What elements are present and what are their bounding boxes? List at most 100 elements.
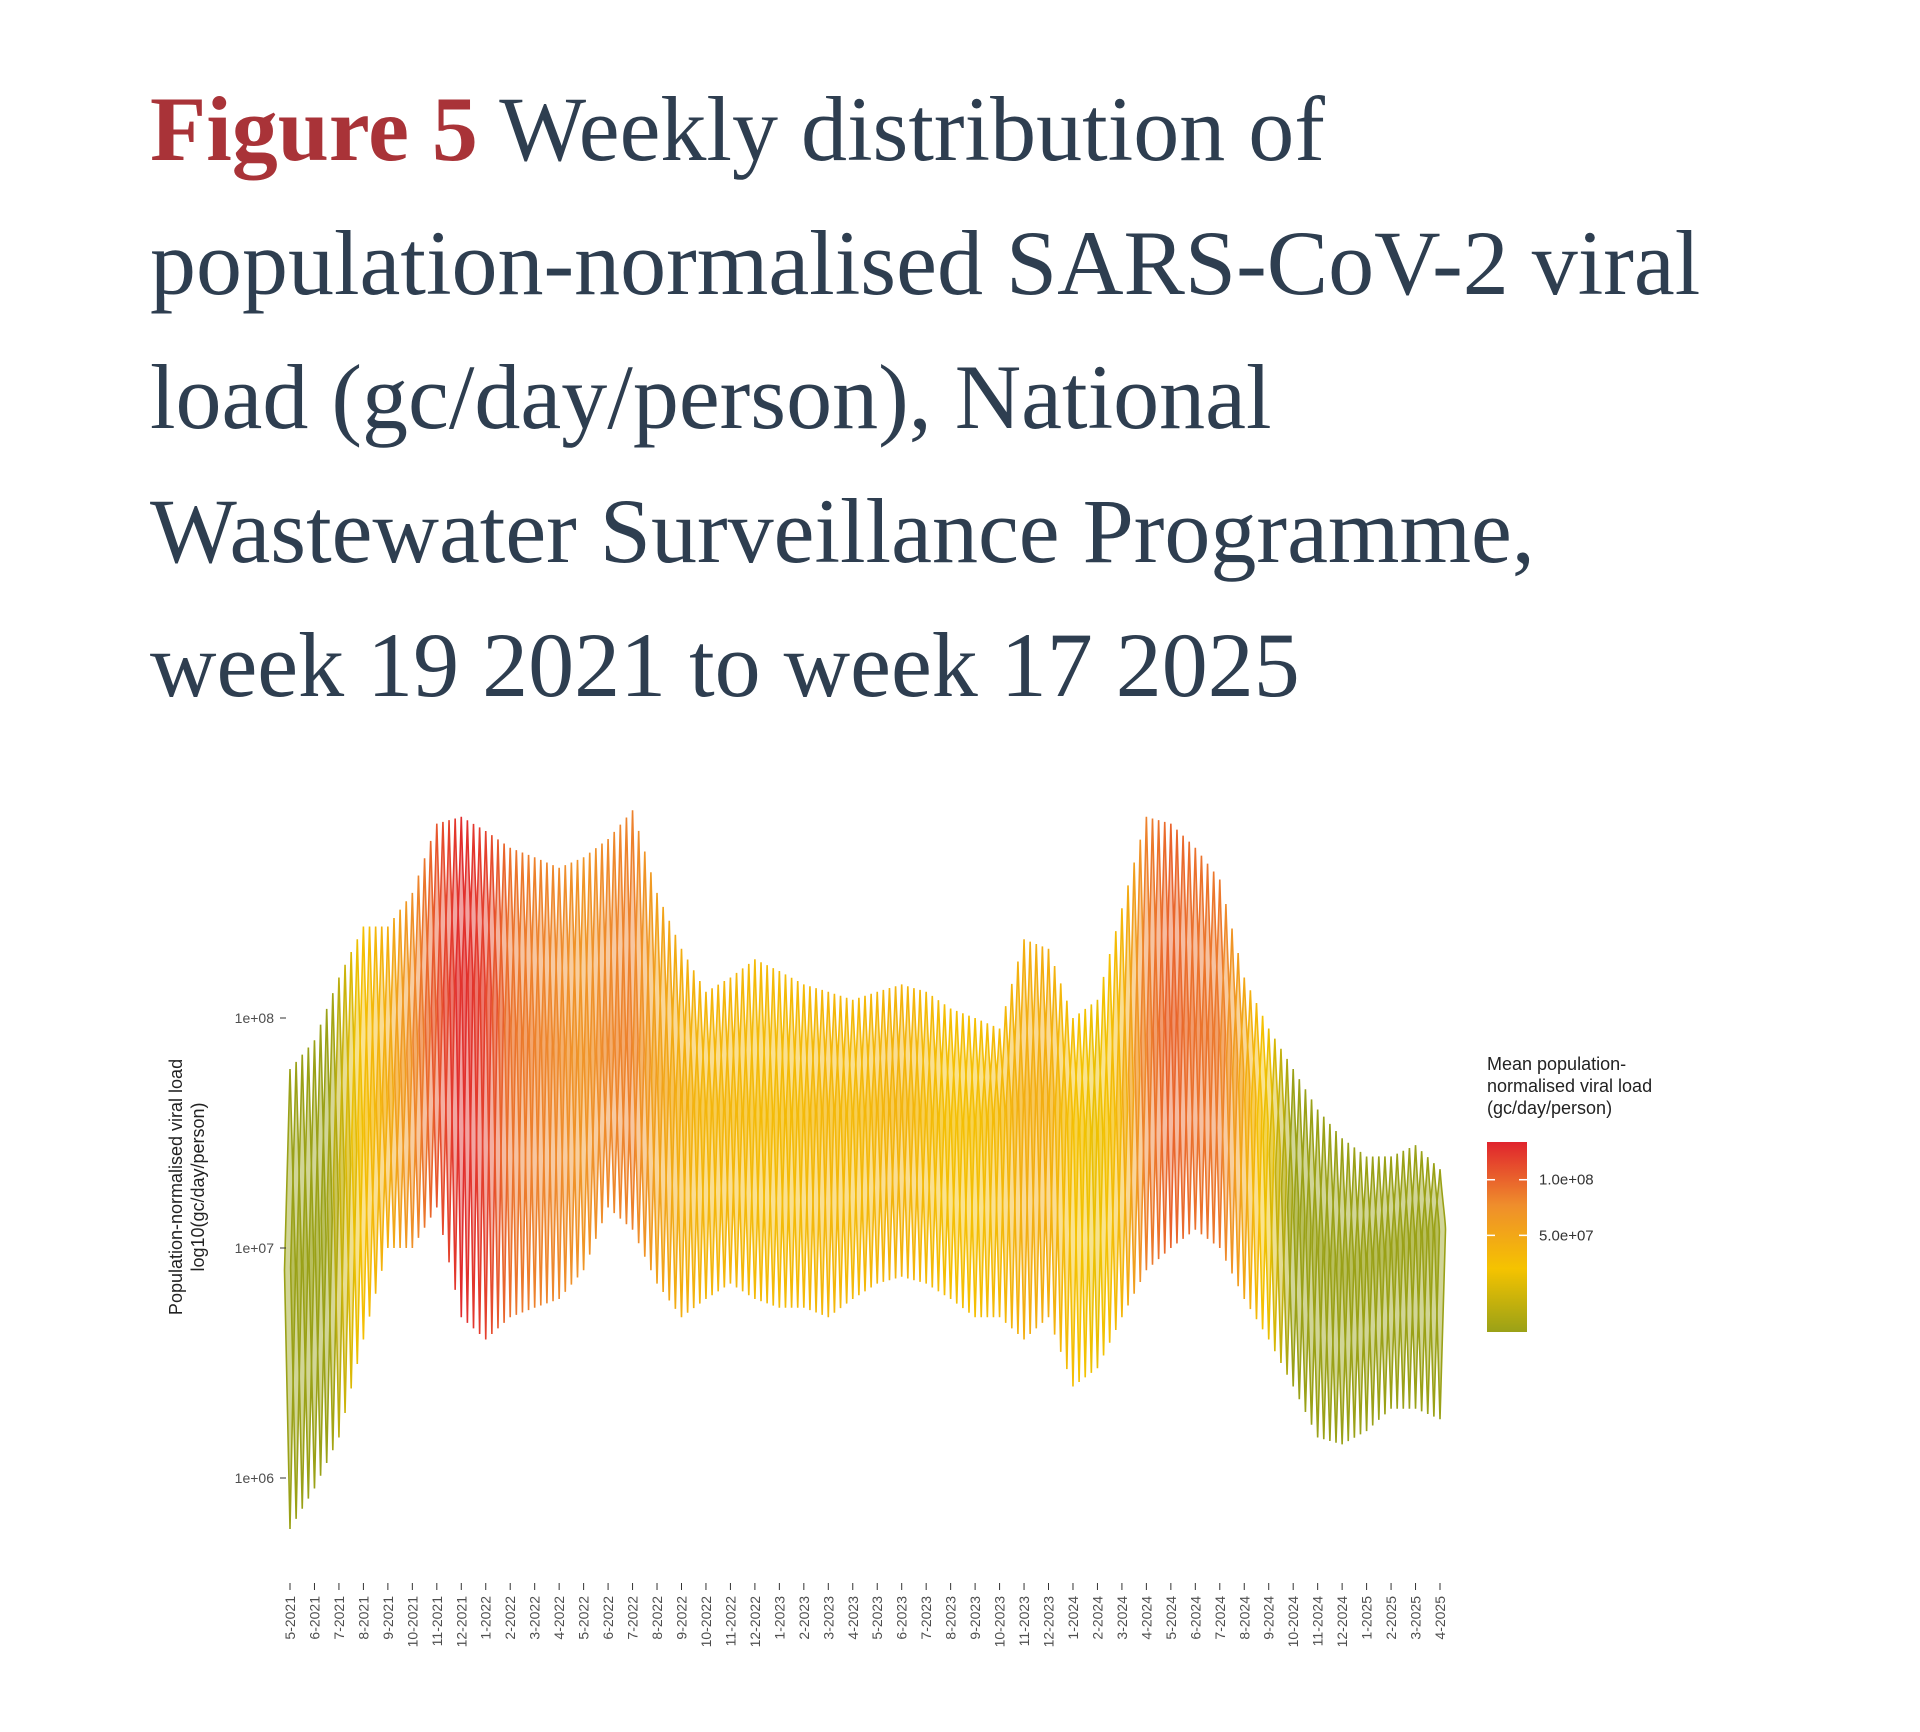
x-tick-label: 6-2023 <box>894 1596 910 1640</box>
legend-title-line: (gc/day/person) <box>1487 1098 1612 1118</box>
violin-month-2-2022 <box>503 847 535 1318</box>
violin-shape <box>981 1023 994 1318</box>
violin-shape <box>424 840 437 1218</box>
violin-shape <box>363 926 376 1317</box>
violin-month-4-2025 <box>1433 1169 1447 1420</box>
violin-shape <box>1152 820 1165 1260</box>
violin-month-6-2024 <box>1189 847 1220 1244</box>
violin-month-9-2024 <box>1262 1028 1294 1375</box>
x-tick-label: 1-2024 <box>1065 1596 1081 1640</box>
x-tick-label: 5-2024 <box>1163 1596 1179 1640</box>
x-tick-label: 6-2021 <box>306 1596 322 1640</box>
x-axis: 5-2021 6-2021 7-2021 8-2021 9-2021 10-2021 11-… <box>282 1583 1448 1647</box>
legend-tick-label: 1.0e+08 <box>1539 1172 1594 1189</box>
x-tick-label: 12-2023 <box>1041 1596 1057 1648</box>
violin-shape <box>430 823 444 1208</box>
y-tick-label: 1e+08 <box>235 1010 275 1026</box>
x-tick-label: 2-2022 <box>502 1596 518 1640</box>
x-tick-label: 1-2025 <box>1359 1596 1375 1640</box>
violin-shape <box>644 872 658 1271</box>
legend-ticks: 1.0e+08 5.0e+07 <box>1487 1172 1594 1244</box>
x-tick-label: 5-2021 <box>282 1596 298 1640</box>
legend-tick-label: 5.0e+07 <box>1539 1227 1594 1244</box>
violin-month-12-2021 <box>454 816 486 1334</box>
x-tick-label: 8-2023 <box>943 1596 959 1640</box>
color-legend: Mean population-normalised viral load (gc… <box>1487 1054 1652 1332</box>
violin-shape <box>595 843 609 1224</box>
violin-shape <box>1427 1163 1441 1417</box>
y-axis-title: Population-normalised viral load log10(gc… <box>166 1059 208 1315</box>
x-tick-label: 5-2022 <box>576 1596 592 1640</box>
x-tick-label: 10-2021 <box>404 1596 420 1648</box>
x-tick-label: 11-2024 <box>1310 1596 1326 1647</box>
x-tick-label: 5-2023 <box>869 1596 885 1640</box>
y-axis-title-line: log10(gc/day/person) <box>188 1102 208 1271</box>
legend-colorbar <box>1487 1142 1527 1332</box>
violin-shape <box>571 859 584 1278</box>
x-tick-label: 6-2022 <box>600 1596 616 1640</box>
legend-title-line: Mean population- <box>1487 1054 1626 1074</box>
x-tick-label: 4-2023 <box>845 1596 861 1640</box>
y-axis-title-line: Population-normalised viral load <box>166 1059 186 1315</box>
violin-month-10-2021 <box>406 840 437 1249</box>
x-tick-label: 12-2021 <box>453 1596 469 1648</box>
x-tick-label: 2-2024 <box>1089 1596 1105 1640</box>
x-tick-label: 4-2024 <box>1138 1596 1154 1640</box>
violin-shape <box>1121 885 1135 1306</box>
violin-shape <box>993 1028 1006 1318</box>
violin-shape <box>1219 903 1233 1261</box>
x-tick-label: 3-2025 <box>1408 1596 1424 1640</box>
legend-title: Mean population-normalised viral load (gc… <box>1487 1054 1652 1118</box>
violin-month-2-2025 <box>1384 1147 1416 1409</box>
violin-shape <box>1072 1013 1086 1382</box>
violin-month-1-2025 <box>1360 1156 1392 1432</box>
violin-shape <box>1421 1157 1435 1415</box>
x-tick-label: 12-2024 <box>1334 1596 1350 1648</box>
violin-month-1-2024 <box>1066 1004 1098 1387</box>
x-tick-label: 7-2024 <box>1212 1596 1228 1640</box>
violin-month-2-2023 <box>797 984 829 1315</box>
figure-label: Figure 5 <box>150 78 478 180</box>
violin-shape <box>467 823 480 1329</box>
x-tick-label: 4-2025 <box>1432 1596 1448 1640</box>
y-axis: 1e+06 1e+07 1e+08 <box>235 1010 286 1486</box>
violin-shape <box>638 851 652 1257</box>
x-tick-label: 7-2021 <box>331 1596 347 1640</box>
x-tick-label: 4-2022 <box>551 1596 567 1640</box>
x-tick-label: 2-2023 <box>796 1596 812 1640</box>
violin-shape <box>473 827 486 1334</box>
x-tick-label: 12-2022 <box>747 1596 763 1648</box>
violin-shape <box>1433 1169 1447 1420</box>
violin-shape <box>302 1047 315 1499</box>
violin-month-3-2023 <box>821 991 853 1318</box>
violin-shape <box>1115 908 1129 1318</box>
x-tick-label: 10-2022 <box>698 1596 714 1648</box>
x-tick-label: 9-2021 <box>380 1596 396 1640</box>
x-tick-label: 3-2023 <box>820 1596 836 1640</box>
violin-shape <box>1213 879 1227 1249</box>
violin-shape <box>393 909 407 1249</box>
x-tick-label: 11-2023 <box>1016 1596 1032 1647</box>
violin-shape <box>1415 1151 1428 1412</box>
x-tick-label: 8-2021 <box>355 1596 371 1640</box>
violin-month-8-2021 <box>357 926 389 1340</box>
violins-layer <box>283 810 1447 1530</box>
violin-month-3-2025 <box>1409 1145 1441 1417</box>
violin-shape <box>1127 862 1141 1294</box>
legend-title-line: normalised viral load <box>1487 1076 1652 1096</box>
violin-shape <box>974 1020 988 1318</box>
violin-shape <box>987 1025 1000 1318</box>
x-tick-label: 9-2023 <box>967 1596 983 1640</box>
figure-title: Figure 5 Weekly distribution of populati… <box>150 62 1710 732</box>
violin-month-11-2022 <box>724 963 756 1296</box>
x-tick-label: 7-2022 <box>625 1596 641 1640</box>
violin-month-6-2021 <box>308 993 340 1489</box>
violin-month-3-2024 <box>1115 839 1147 1318</box>
x-tick-label: 1-2023 <box>771 1596 787 1640</box>
violin-month-11-2023 <box>1017 939 1049 1340</box>
x-tick-label: 3-2024 <box>1114 1596 1130 1640</box>
y-tick-label: 1e+06 <box>235 1470 275 1486</box>
violin-shape <box>1133 839 1147 1283</box>
x-tick-label: 7-2023 <box>918 1596 934 1640</box>
